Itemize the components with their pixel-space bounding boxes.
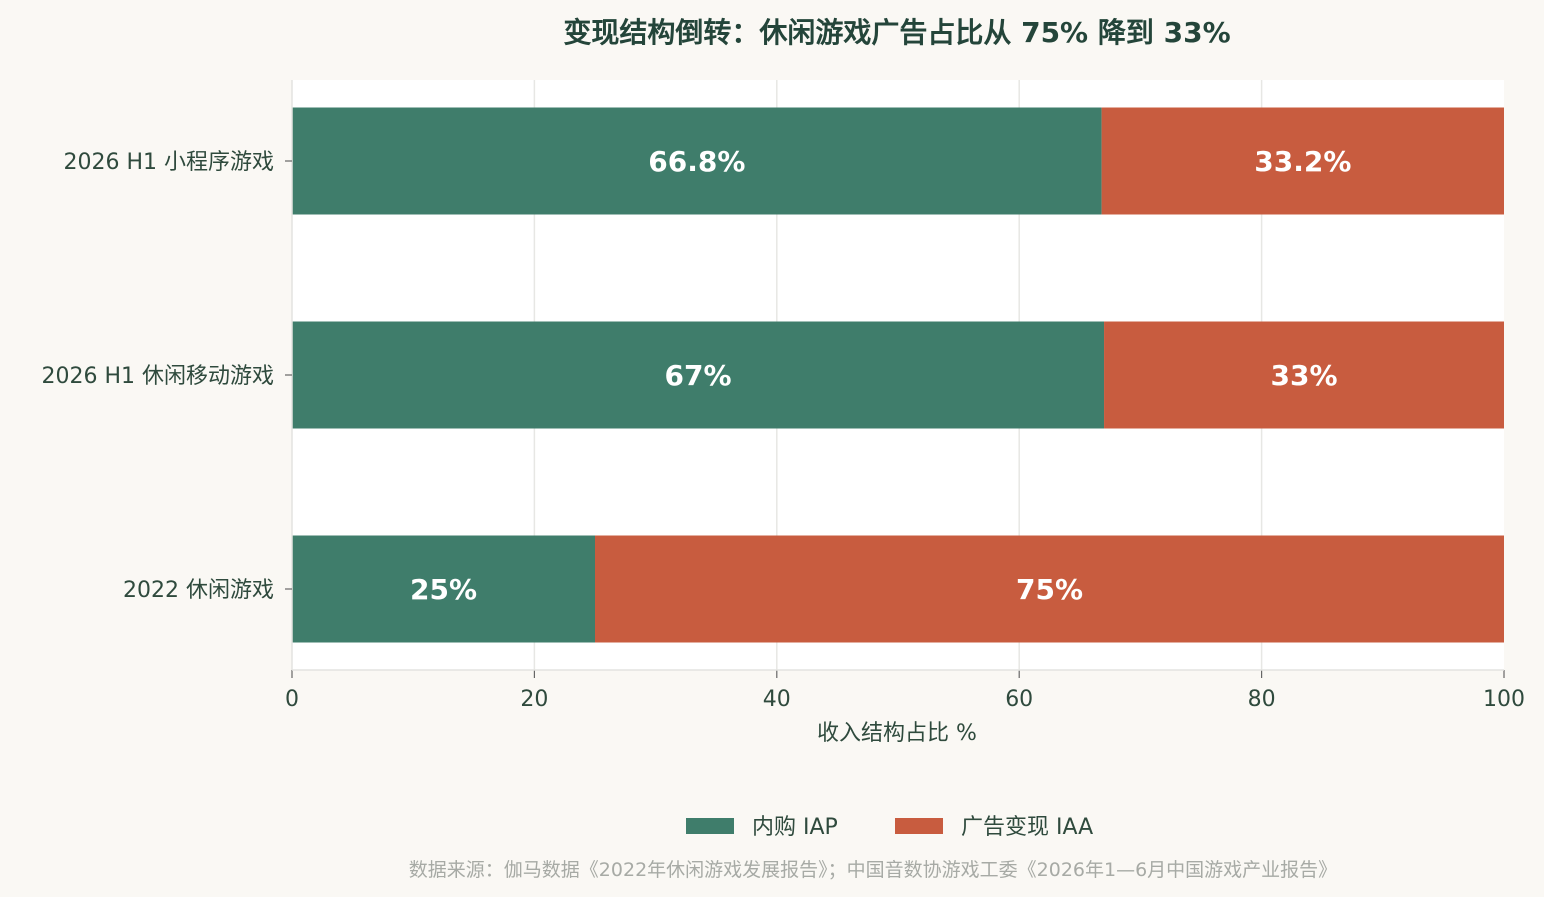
bar-iaa-1 xyxy=(1104,321,1504,429)
data-label-iap-1: 67% xyxy=(665,359,732,392)
axes: 0 20 40 60 80 100 2026 H1 小程序游戏 2026 H1 休闲移动游戏 2… xyxy=(41,80,1525,712)
x-tick-label-0: 0 xyxy=(285,687,299,712)
data-label-iap-0: 66.8% xyxy=(648,145,745,178)
legend-swatch-iap xyxy=(686,818,734,834)
data-label-iaa-1: 33% xyxy=(1271,359,1338,392)
chart-title: 变现结构倒转：休闲游戏广告占比从 75% 降到 33% xyxy=(563,16,1230,49)
data-label-iaa-2: 75% xyxy=(1016,573,1083,606)
bar-iaa-2 xyxy=(595,535,1504,643)
x-tick-label-40: 40 xyxy=(763,687,791,712)
bars: 66.8% 33.2% 67% 33% 25% 75% xyxy=(292,107,1504,643)
legend-label-iap: 内购 IAP xyxy=(752,815,838,840)
category-label-1: 2026 H1 休闲移动游戏 xyxy=(41,364,274,389)
legend-label-iaa: 广告变现 IAA xyxy=(961,815,1093,840)
x-tick-label-20: 20 xyxy=(520,687,548,712)
category-label-2: 2022 休闲游戏 xyxy=(123,578,274,603)
x-tick-label-100: 100 xyxy=(1483,687,1525,712)
bar-iaa-0 xyxy=(1101,107,1504,215)
bar-iap-2 xyxy=(292,535,595,643)
bar-iap-0 xyxy=(292,107,1102,215)
source-note: 数据来源：伽马数据《2022年休闲游戏发展报告》；中国音数协游戏工委《2026年… xyxy=(409,859,1337,881)
x-axis-title: 收入结构占比 % xyxy=(817,721,977,746)
category-label-0: 2026 H1 小程序游戏 xyxy=(63,150,274,175)
x-tick-label-80: 80 xyxy=(1248,687,1276,712)
x-tick-label-60: 60 xyxy=(1005,687,1033,712)
data-label-iap-2: 25% xyxy=(410,573,477,606)
legend-swatch-iaa xyxy=(895,818,943,834)
legend: 内购 IAP 广告变现 IAA xyxy=(686,815,1093,840)
data-label-iaa-0: 33.2% xyxy=(1254,145,1351,178)
bar-iap-1 xyxy=(292,321,1105,429)
